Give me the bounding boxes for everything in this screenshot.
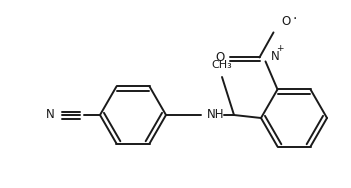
- Text: +: +: [276, 44, 283, 53]
- Text: N: N: [46, 108, 54, 121]
- Text: O: O: [215, 51, 224, 64]
- Text: ·: ·: [292, 12, 297, 27]
- Text: O: O: [281, 15, 290, 28]
- Text: NH: NH: [207, 108, 225, 121]
- Text: CH₃: CH₃: [212, 60, 232, 70]
- Text: N: N: [271, 50, 279, 63]
